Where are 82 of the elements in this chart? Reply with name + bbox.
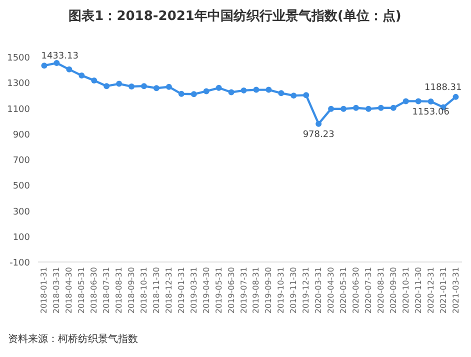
y-tick-label: 500 — [12, 182, 30, 192]
x-tick-label: 2018-12-31 — [164, 267, 174, 314]
x-tick-label: 2020-11-30 — [414, 267, 423, 314]
point — [290, 92, 297, 99]
point — [316, 120, 322, 127]
point — [116, 80, 122, 87]
x-tick-label: 2020-12-31 — [426, 267, 436, 314]
data-label: 1433.13 — [41, 52, 78, 62]
point — [278, 90, 284, 96]
point — [328, 106, 334, 112]
point — [178, 90, 184, 97]
x-tick-label: 2019-06-30 — [226, 267, 236, 314]
x-tick-label: 2019-11-30 — [289, 267, 298, 314]
point — [428, 98, 434, 104]
x-tick-label: 2019-08-31 — [252, 267, 261, 314]
point — [415, 98, 422, 104]
x-tick-label: 2018-06-30 — [90, 267, 99, 314]
x-tick-label: 2019-07-31 — [239, 267, 248, 314]
point — [390, 104, 396, 111]
x-tick-label: 2019-09-30 — [264, 267, 274, 314]
x-tick-label: 2020-10-31 — [401, 267, 410, 314]
point — [240, 87, 247, 94]
y-tick-label: 1500 — [7, 54, 30, 64]
text: 资料来源：柯桥纺织景气指数 — [8, 333, 138, 345]
y-tick-label: 1100 — [7, 104, 30, 115]
data-label: 1153.06 — [412, 107, 450, 118]
point — [54, 60, 60, 66]
x-tick-label: 2018-10-31 — [140, 267, 148, 314]
data-label: 978.23 — [302, 130, 334, 140]
point — [128, 83, 135, 90]
y-tick-label: -100 — [10, 258, 30, 268]
point — [66, 66, 72, 72]
point — [41, 62, 48, 69]
x-tick-label: 2019-05-31 — [214, 267, 224, 314]
y-tick-label: 900 — [12, 130, 30, 140]
point — [353, 104, 359, 111]
point — [402, 98, 409, 104]
x-tick-label: 2019-12-31 — [302, 267, 311, 314]
x-tick-label: 2021-03-31 — [451, 267, 460, 314]
y-tick-label: 100 — [12, 232, 30, 243]
y-tick-label: 1300 — [7, 79, 30, 90]
x-tick-label: 2018-09-30 — [127, 267, 136, 314]
point — [104, 83, 110, 90]
point — [452, 94, 459, 100]
data-label: 1188.31 — [424, 82, 462, 93]
x-tick-label: 2020-03-31 — [314, 267, 324, 314]
point — [340, 106, 347, 112]
point — [216, 84, 222, 91]
point — [266, 86, 272, 93]
point — [203, 88, 210, 94]
x-tick-label: 2019-03-31 — [189, 267, 198, 314]
x-tick-label: 2018-07-31 — [102, 267, 112, 314]
y-tick-label: 300 — [12, 207, 30, 218]
x-tick-label: 2018-08-31 — [114, 267, 124, 314]
x-tick-label: 2018-03-31 — [52, 267, 62, 314]
x-tick-label: 2019-04-30 — [202, 267, 211, 314]
point — [228, 89, 234, 96]
point — [253, 86, 260, 93]
point — [365, 106, 372, 112]
x-tick-label: 2020-04-30 — [326, 267, 336, 314]
chart-title: 图表1：2018-2021年中国纺织行业景气指数(单位：点) — [68, 8, 402, 24]
x-tick-label: 2020-09-30 — [388, 267, 398, 314]
x-tick-label: 2019-10-31 — [276, 267, 286, 314]
x-tick-label: 2018-05-31 — [77, 267, 86, 314]
point — [378, 104, 384, 111]
point — [303, 92, 310, 98]
x-tick-label: 2020-05-31 — [339, 267, 348, 314]
x-tick-label: 2018-01-31 — [40, 267, 49, 314]
x-tick-label: 2020-08-31 — [376, 267, 386, 314]
point — [166, 84, 172, 90]
x-tick-label: 2021-01-31 — [438, 267, 448, 314]
x-tick-label: 2020-07-31 — [364, 267, 373, 314]
point — [91, 77, 98, 84]
point — [153, 85, 160, 92]
x-tick-label: 2020-06-30 — [352, 267, 360, 314]
x-tick-label: 2018-04-30 — [64, 267, 74, 314]
x-tick-label: 2018-11-30 — [152, 267, 161, 314]
point — [141, 83, 147, 90]
y-tick-label: 700 — [12, 156, 30, 166]
point — [78, 72, 85, 78]
x-tick-label: 2019-01-31 — [176, 267, 186, 314]
point — [190, 91, 197, 98]
